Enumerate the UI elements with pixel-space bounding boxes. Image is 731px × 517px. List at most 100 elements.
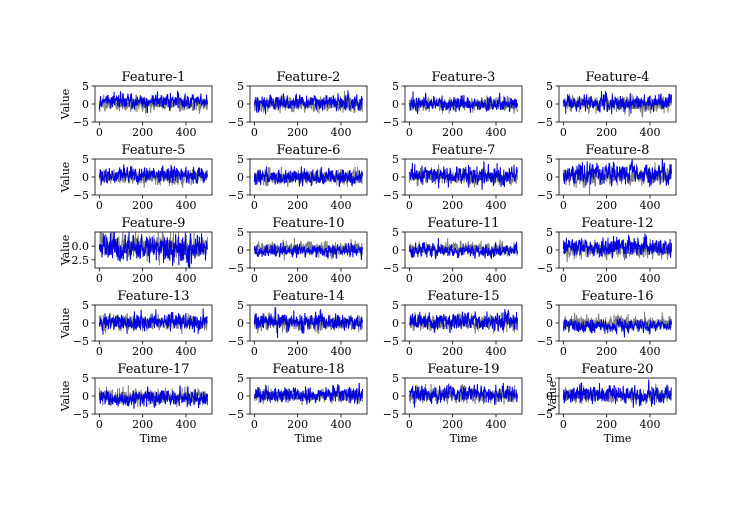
panel-title: Feature-2 — [277, 70, 341, 85]
y-tick-label: 5 — [237, 299, 244, 312]
panel-title: Feature-5 — [122, 143, 186, 158]
x-tick-label: 400 — [486, 345, 507, 358]
y-tick-label: 5 — [546, 226, 553, 239]
panel-title: Feature-20 — [581, 362, 653, 377]
y-axis-label: Value — [59, 89, 72, 121]
y-axis-label: Value — [59, 308, 72, 340]
panel-title: Feature-16 — [581, 289, 653, 304]
x-tick-label: 200 — [596, 126, 617, 139]
y-tick-label: −5 — [228, 408, 244, 421]
panel-title: Feature-19 — [427, 362, 499, 377]
x-tick-label: 400 — [640, 418, 661, 431]
panel-title: Feature-1 — [122, 70, 186, 85]
y-tick-label: −5 — [73, 408, 89, 421]
x-tick-label: 400 — [640, 199, 661, 212]
y-tick-label: 0 — [546, 390, 553, 403]
x-tick-label: 200 — [442, 126, 463, 139]
y-tick-label: 0 — [237, 390, 244, 403]
panel-14: Feature-14 0 200 400 −5 0 5 — [228, 289, 368, 358]
y-tick-label: 0 — [546, 317, 553, 330]
y-tick-label: 5 — [82, 153, 89, 166]
x-tick-label: 0 — [96, 345, 103, 358]
series-line-background — [562, 162, 672, 195]
x-tick-label: 0 — [96, 126, 103, 139]
y-tick-label: 5 — [392, 299, 399, 312]
panel-title: Feature-3 — [432, 70, 496, 85]
x-tick-label: 200 — [132, 199, 153, 212]
y-tick-label: −5 — [383, 408, 399, 421]
x-tick-label: 0 — [96, 418, 103, 431]
y-tick-label: 0 — [392, 317, 399, 330]
x-tick-label: 0 — [560, 126, 567, 139]
x-axis-label: Time — [295, 432, 323, 445]
panel-17: Feature-17 0 200 400 −5 0 5 Value Time — [59, 362, 213, 445]
y-tick-label: 5 — [82, 299, 89, 312]
panel-16: Feature-16 0 200 400 −5 0 5 — [537, 289, 677, 358]
panel-12: Feature-12 0 200 400 −5 0 5 — [537, 216, 677, 285]
x-tick-label: 200 — [287, 126, 308, 139]
series-line-foreground — [408, 309, 518, 334]
y-tick-label: 5 — [546, 299, 553, 312]
x-tick-label: 400 — [331, 345, 352, 358]
y-tick-label: −5 — [537, 262, 553, 275]
x-tick-label: 400 — [486, 199, 507, 212]
panel-title: Feature-4 — [586, 70, 650, 85]
y-tick-label: −5 — [73, 116, 89, 129]
panel-1: Feature-1 0 200 400 −5 0 5 Value — [59, 70, 213, 139]
x-tick-label: 0 — [406, 126, 413, 139]
x-tick-label: 0 — [560, 345, 567, 358]
panel-11: Feature-11 0 200 400 −5 0 5 — [383, 216, 523, 285]
x-tick-label: 0 — [560, 199, 567, 212]
y-tick-label: −5 — [383, 335, 399, 348]
x-tick-label: 200 — [287, 418, 308, 431]
y-tick-label: 5 — [392, 153, 399, 166]
y-tick-label: −5 — [73, 335, 89, 348]
y-tick-label: 5 — [237, 372, 244, 385]
panel-15: Feature-15 0 200 400 −5 0 5 — [383, 289, 523, 358]
series-line-foreground — [408, 237, 518, 260]
panel-4: Feature-4 0 200 400 −5 0 5 — [537, 70, 677, 139]
y-tick-label: 5 — [392, 226, 399, 239]
panel-title: Feature-11 — [427, 216, 499, 231]
y-tick-label: 0 — [82, 390, 89, 403]
series-line-foreground — [408, 160, 518, 190]
y-tick-label: −5 — [73, 189, 89, 202]
x-tick-label: 200 — [287, 199, 308, 212]
x-tick-label: 400 — [176, 126, 197, 139]
panel-18: Feature-18 0 200 400 −5 0 5 Time — [228, 362, 368, 445]
x-tick-label: 400 — [331, 272, 352, 285]
panel-10: Feature-10 0 200 400 −5 0 5 — [228, 216, 368, 285]
series-line-foreground — [98, 90, 208, 113]
y-tick-label: 0 — [546, 244, 553, 257]
series-line-foreground — [562, 233, 672, 259]
y-tick-label: −5 — [228, 335, 244, 348]
panel-title: Feature-7 — [432, 143, 496, 158]
y-tick-label: −5 — [228, 116, 244, 129]
axes-frame — [94, 231, 213, 269]
panel-6: Feature-6 0 200 400 −5 0 5 — [228, 143, 368, 212]
panel-13: Feature-13 0 200 400 −5 0 5 Value — [59, 289, 213, 358]
x-tick-label: 0 — [406, 345, 413, 358]
y-tick-label: −5 — [383, 116, 399, 129]
x-tick-label: 400 — [486, 126, 507, 139]
panel-19: Feature-19 0 200 400 −5 0 5 Time — [383, 362, 523, 445]
x-axis-label: Time — [450, 432, 478, 445]
x-tick-label: 400 — [331, 199, 352, 212]
panel-2: Feature-2 0 200 400 −5 0 5 — [228, 70, 368, 139]
x-tick-label: 200 — [596, 345, 617, 358]
y-tick-label: −5 — [537, 189, 553, 202]
series-line-foreground — [253, 306, 363, 339]
y-tick-label: 5 — [237, 153, 244, 166]
x-tick-label: 400 — [176, 418, 197, 431]
x-tick-label: 400 — [331, 126, 352, 139]
x-tick-label: 200 — [442, 345, 463, 358]
series-line-foreground — [98, 385, 208, 409]
x-axis-label: Time — [604, 432, 632, 445]
x-tick-label: 200 — [132, 345, 153, 358]
y-tick-label: 0 — [82, 98, 89, 111]
series-line-foreground — [253, 166, 363, 188]
series-line-foreground — [562, 159, 672, 188]
x-tick-label: 400 — [176, 199, 197, 212]
